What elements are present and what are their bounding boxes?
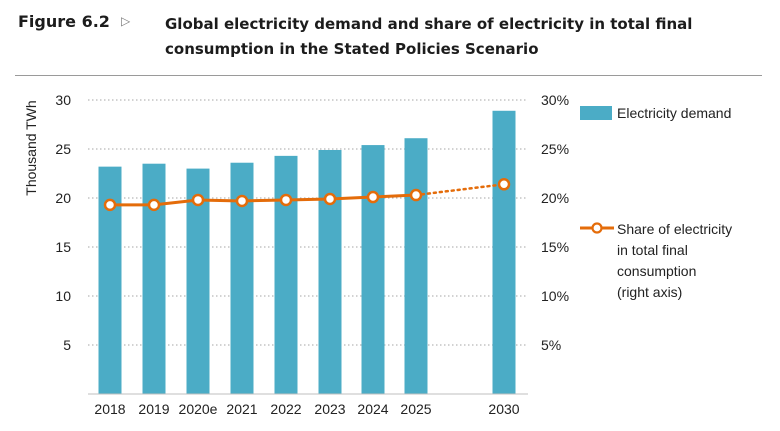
bar — [404, 138, 428, 394]
x-tick-label: 2018 — [94, 401, 125, 417]
y-tick-label: 25 — [55, 141, 71, 157]
legend-bar-swatch — [580, 106, 612, 120]
share-point — [147, 198, 161, 212]
share-line-dotted — [414, 183, 506, 197]
legend-share-label: Share of electricity in total final cons… — [617, 219, 732, 303]
share-point — [279, 193, 293, 207]
x-tick-label: 2021 — [226, 401, 257, 417]
x-tick-label: 2025 — [400, 401, 431, 417]
x-tick-label: 2020e — [179, 401, 218, 417]
y2-tick-label: 15% — [541, 239, 569, 255]
y2-tick-label: 25% — [541, 141, 569, 157]
legend-share-line-2: in total final — [617, 242, 688, 258]
y-tick-label: 5 — [63, 337, 71, 353]
figure-label: Figure 6.2 — [18, 12, 110, 31]
y-tick-label: 30 — [55, 92, 71, 108]
y2-tick-label: 30% — [541, 92, 569, 108]
legend-share-line-4: (right axis) — [617, 284, 683, 300]
x-tick-label: 2019 — [138, 401, 169, 417]
y2-tick-label: 20% — [541, 190, 569, 206]
bar — [142, 163, 166, 394]
share-line — [103, 178, 511, 212]
bar — [274, 155, 298, 394]
legend-bar-label: Electricity demand — [617, 105, 732, 121]
y-axis-label: Thousand TWh — [23, 100, 39, 195]
share-point — [235, 194, 249, 208]
y2-tick-label: 5% — [541, 337, 561, 353]
bar — [98, 166, 122, 394]
x-tick-label: 2023 — [314, 401, 345, 417]
x-tick-label: 2030 — [488, 401, 519, 417]
bar — [492, 110, 516, 394]
y-tick-label: 20 — [55, 190, 71, 206]
bars — [98, 110, 516, 394]
share-point — [409, 188, 423, 202]
y2-tick-label: 10% — [541, 288, 569, 304]
x-tick-label: 2022 — [270, 401, 301, 417]
legend-electricity-demand: Electricity demand — [580, 103, 731, 124]
share-point — [191, 193, 205, 207]
share-point — [103, 198, 117, 212]
share-line-solid — [110, 193, 417, 207]
axes: 5 5% 10 10% 15 15% 20 20% 25 25% 30 30% Thousand TWh… — [23, 92, 569, 417]
legend-line-swatch — [580, 222, 614, 234]
y-tick-label: 10 — [55, 288, 71, 304]
share-point — [323, 192, 337, 206]
x-tick-label: 2024 — [357, 401, 388, 417]
bar — [318, 149, 342, 394]
bar — [230, 162, 254, 394]
bar — [186, 168, 210, 394]
legend-share-line-1: Share of electricity — [617, 221, 733, 237]
share-point — [366, 190, 380, 204]
figure-title: Global electricity demand and share of e… — [165, 15, 693, 58]
bar — [361, 145, 385, 394]
y-tick-label: 15 — [55, 239, 71, 255]
title-rule — [15, 75, 762, 76]
legend-share-line-3: consumption — [617, 263, 697, 279]
triangle-arrow-icon: ▷ — [121, 14, 131, 28]
share-point — [497, 178, 511, 191]
